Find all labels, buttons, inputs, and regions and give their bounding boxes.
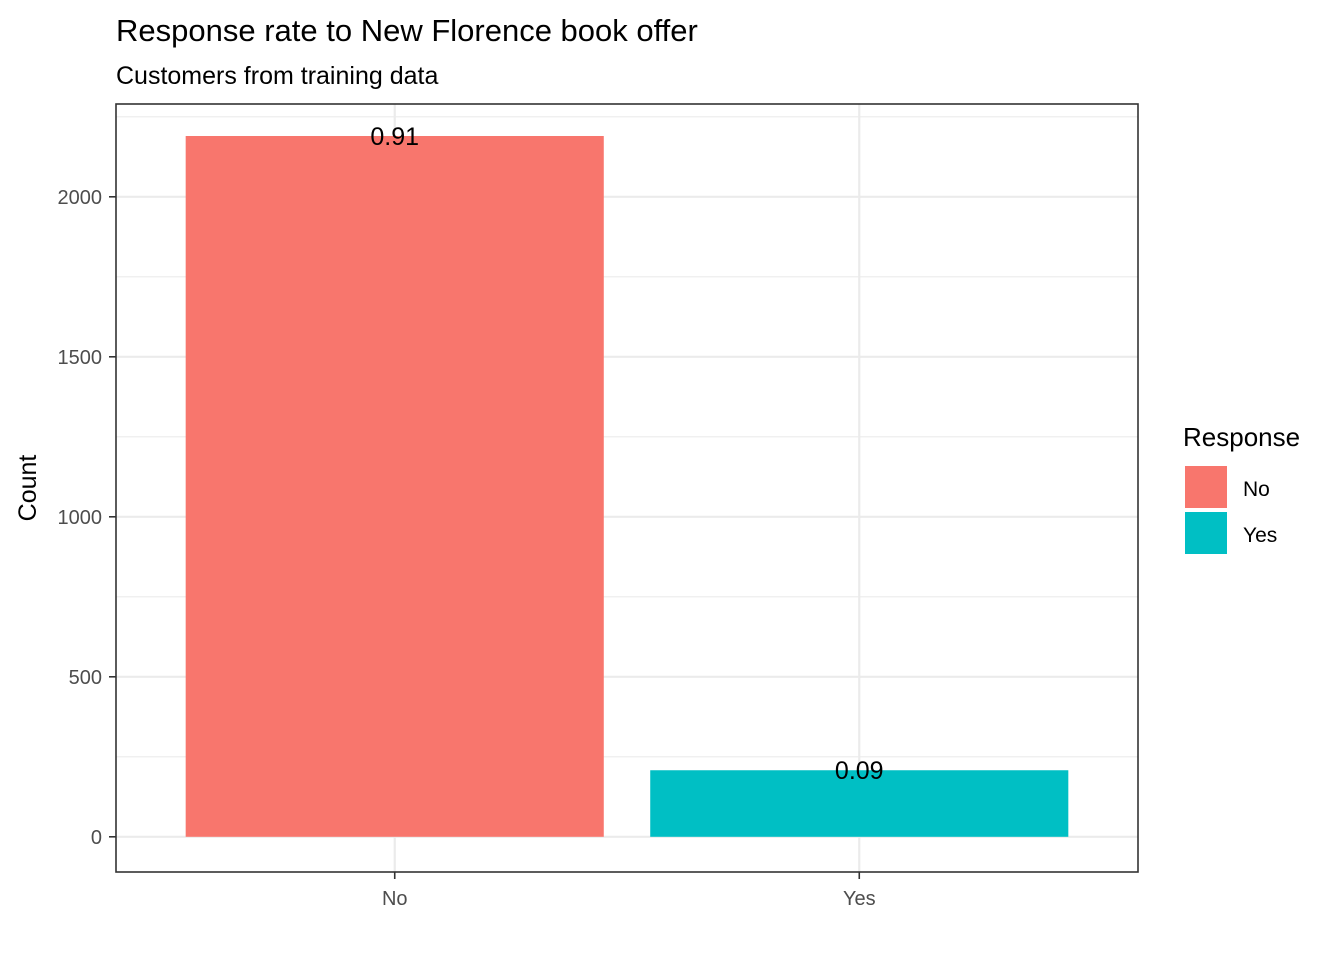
legend-key-no (1185, 466, 1227, 508)
chart-subtitle: Customers from training data (116, 62, 438, 90)
chart-title: Response rate to New Florence book offer (116, 13, 698, 48)
legend-title: Response (1183, 422, 1300, 452)
y-tick-label: 1000 (58, 507, 103, 529)
bar-label-no: 0.91 (370, 123, 419, 151)
y-axis-label: Count (14, 455, 42, 522)
x-tick-label: No (382, 888, 408, 910)
bar-yes (650, 770, 1069, 837)
plot-area: 0.91 0.09 0 500 1000 1500 2000 No Yes (58, 103, 1139, 910)
y-tick-label: 500 (69, 667, 102, 689)
legend-label-yes: Yes (1243, 524, 1277, 547)
legend: Response No Yes (1183, 422, 1300, 554)
y-tick-label: 2000 (58, 187, 103, 209)
bar-label-yes: 0.09 (835, 757, 884, 785)
x-tick-label: Yes (843, 888, 876, 910)
bar-no (185, 136, 604, 837)
legend-key-yes (1185, 512, 1227, 554)
y-tick-label: 0 (91, 827, 102, 849)
plot-border (115, 103, 1139, 873)
y-tick-label: 1500 (58, 347, 103, 369)
legend-label-no: No (1243, 478, 1270, 501)
